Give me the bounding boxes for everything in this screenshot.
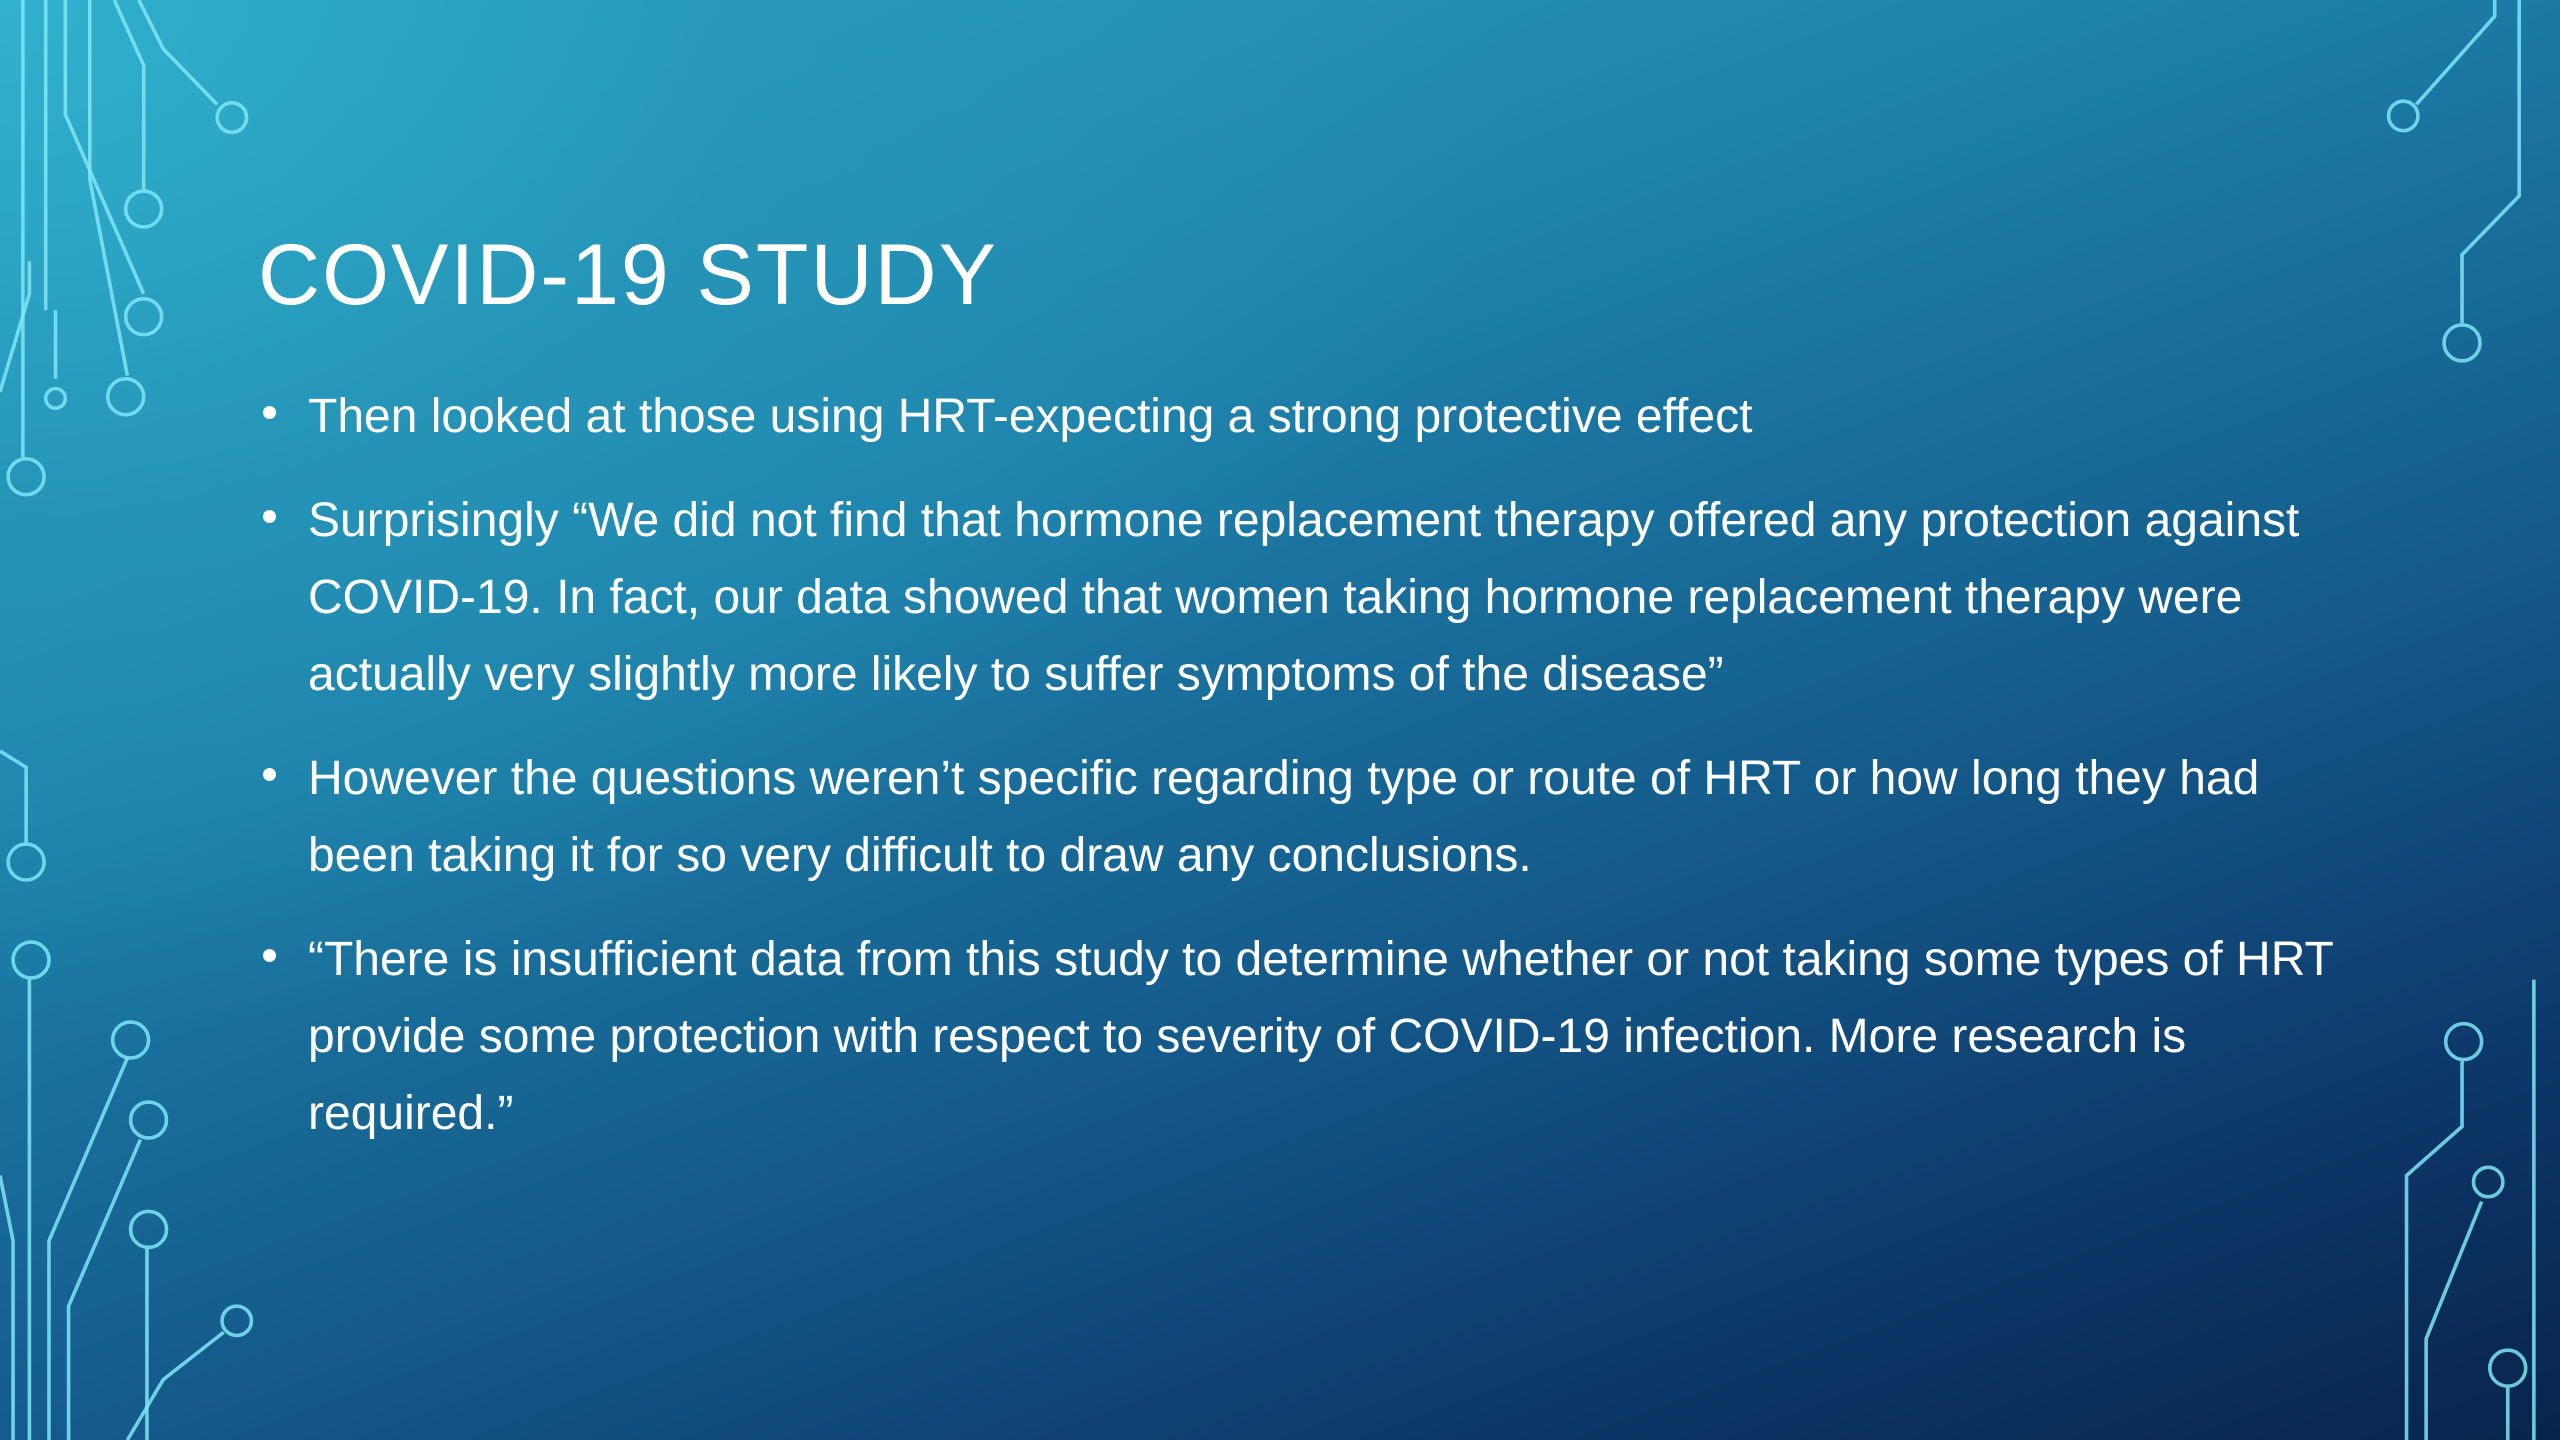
- bullet: However the questions weren’t specific r…: [258, 740, 2368, 894]
- bullet: Then looked at those using HRT-expecting…: [258, 378, 2368, 455]
- slide-title: COVID-19 STUDY: [258, 227, 999, 323]
- bullet: “There is insufficient data from this st…: [258, 921, 2368, 1152]
- bullet-list: Then looked at those using HRT-expecting…: [258, 378, 2368, 1179]
- bullet: Surprisingly “We did not find that hormo…: [258, 482, 2368, 713]
